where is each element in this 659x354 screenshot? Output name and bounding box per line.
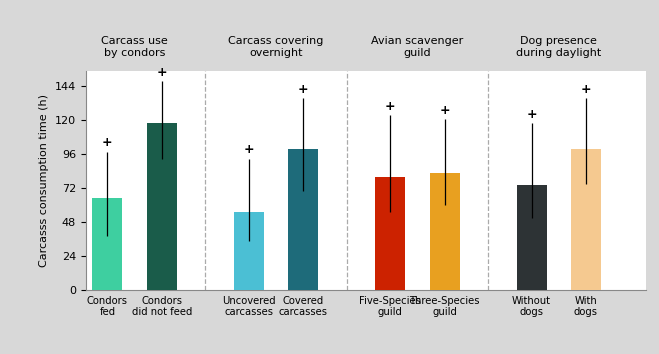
Y-axis label: Carcasss consumption time (h): Carcasss consumption time (h) [39,94,49,267]
Text: Carcass use
by condors: Carcass use by condors [101,36,168,58]
Bar [92,198,123,290]
Text: +: + [527,108,537,121]
Bar [517,185,546,290]
Text: Dog presence
during daylight: Dog presence during daylight [516,36,602,58]
Bar [234,212,264,290]
Text: +: + [156,65,167,79]
Text: Carcass covering
overnight: Carcass covering overnight [228,36,324,58]
Text: +: + [440,104,450,117]
Bar [430,173,459,290]
Text: +: + [385,99,395,113]
Bar [375,177,405,290]
Text: +: + [244,143,254,156]
Text: +: + [102,136,113,149]
Bar [288,149,318,290]
Text: +: + [298,82,308,96]
Bar [147,123,177,290]
Text: +: + [581,82,591,96]
Bar [571,149,601,290]
Text: Avian scavenger
guild: Avian scavenger guild [371,36,463,58]
